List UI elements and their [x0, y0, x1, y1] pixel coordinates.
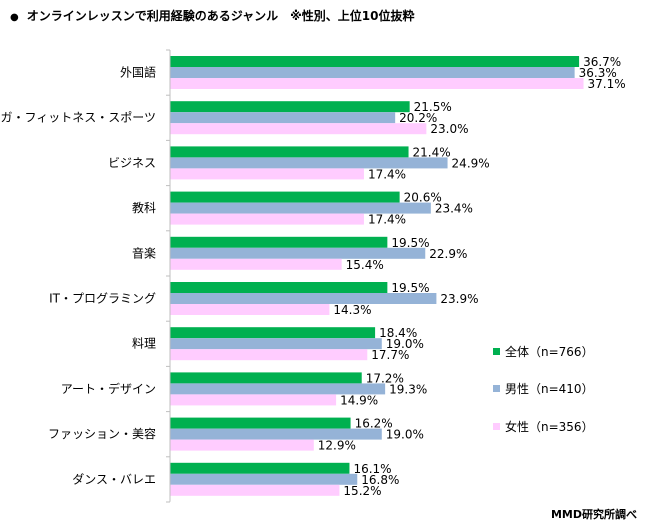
data-label: 23.0% [430, 122, 468, 136]
category-label: ファッション・美容 [48, 426, 156, 441]
data-label: 19.5% [391, 236, 429, 250]
bar [170, 157, 448, 169]
legend-swatch-all [493, 348, 500, 355]
legend-item-female: 女性（n=356） [493, 418, 594, 435]
legend-label-female: 女性（n=356） [505, 420, 594, 434]
bar [170, 67, 575, 78]
data-label: 21.5% [414, 100, 452, 114]
bar [170, 394, 337, 406]
bar [170, 123, 427, 135]
bar [170, 293, 437, 304]
bar [170, 439, 314, 451]
category-label: 料理 [132, 337, 156, 351]
data-label: 16.2% [355, 417, 393, 431]
data-label: 17.2% [366, 371, 404, 385]
bar [170, 168, 364, 180]
bar [170, 417, 351, 429]
bar [170, 202, 431, 214]
bullet-icon: ● [10, 12, 19, 23]
category-label: IT・プログラミング [49, 292, 156, 306]
data-label: 15.2% [343, 484, 381, 498]
bar [170, 282, 388, 293]
bar [170, 349, 368, 361]
data-label: 19.3% [389, 382, 427, 396]
data-label: 19.5% [391, 281, 429, 295]
legend-item-male: 男性（n=410） [493, 380, 594, 397]
category-label: ビジネス [108, 156, 156, 170]
bar [170, 372, 362, 384]
bar [170, 327, 376, 339]
legend-label-male: 男性（n=410） [505, 382, 594, 396]
bar [170, 462, 350, 474]
chart-title-text: オンラインレッスンで利用経験のあるジャンル ※性別、上位10位抜粋 [26, 9, 415, 23]
category-label: ヨガ・フィットネス・スポーツ [0, 111, 156, 125]
bar [170, 78, 584, 89]
data-label: 16.8% [361, 473, 399, 487]
bar [170, 304, 330, 315]
data-label: 36.7% [583, 55, 621, 69]
legend-swatch-male [493, 385, 500, 392]
data-label: 36.3% [579, 66, 617, 80]
data-label: 16.1% [353, 462, 391, 476]
data-label: 21.4% [413, 145, 451, 159]
bar [170, 236, 388, 248]
data-label: 17.4% [368, 213, 406, 227]
bar [170, 56, 580, 67]
data-label: 14.9% [340, 393, 378, 407]
data-label: 23.9% [440, 292, 478, 306]
data-label: 17.7% [371, 348, 409, 362]
bar [170, 473, 358, 485]
bar [170, 101, 410, 113]
data-label: 18.4% [379, 326, 417, 340]
bar [170, 428, 382, 440]
data-label: 17.4% [368, 167, 406, 181]
chart-title: ● オンラインレッスンで利用経験のあるジャンル ※性別、上位10位抜粋 [10, 7, 415, 24]
data-label: 24.9% [452, 156, 490, 170]
data-label: 20.2% [399, 111, 437, 125]
category-label: ダンス・バレエ [72, 471, 156, 486]
data-label: 12.9% [318, 439, 356, 453]
bar [170, 213, 364, 225]
category-label: アート・デザイン [61, 381, 156, 396]
data-label: 19.0% [386, 428, 424, 442]
category-label: 教科 [132, 200, 156, 215]
category-label: 外国語 [120, 65, 156, 80]
data-label: 14.3% [333, 303, 371, 317]
bar [170, 338, 382, 350]
legend-item-all: 全体（n=766） [493, 343, 594, 360]
data-label: 20.6% [404, 191, 442, 205]
data-label: 19.0% [386, 337, 424, 351]
bar [170, 484, 340, 496]
bar [170, 247, 426, 259]
bar [170, 191, 400, 203]
bar [170, 258, 342, 270]
source-note: MMD研究所調べ [550, 508, 637, 521]
data-label: 37.1% [588, 77, 626, 91]
bar [170, 146, 409, 158]
category-label: 音楽 [132, 245, 156, 260]
legend-swatch-female [493, 423, 500, 430]
data-label: 23.4% [435, 202, 473, 216]
legend-label-all: 全体（n=766） [505, 345, 594, 359]
data-label: 15.4% [346, 258, 384, 272]
data-label: 22.9% [429, 247, 467, 261]
bar [170, 112, 396, 124]
bar [170, 383, 386, 395]
